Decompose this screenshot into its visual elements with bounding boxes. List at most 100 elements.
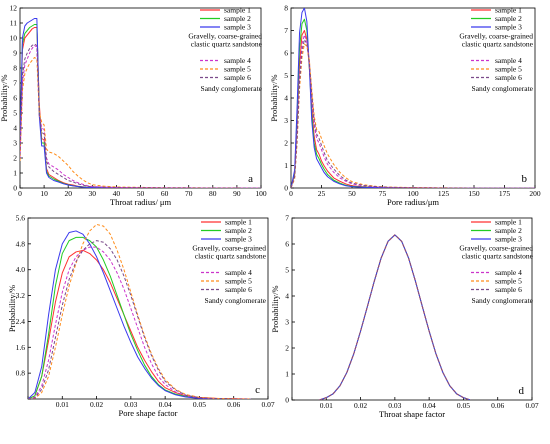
legend-c-label-sample-6: sample 6 bbox=[225, 285, 252, 294]
panel-a-xtick-label: 10 bbox=[40, 189, 48, 198]
panel-a-series-sample-2-line bbox=[20, 24, 261, 188]
panel-d-ytick-label: 5 bbox=[285, 266, 289, 275]
panel-a-ytick-label: 4 bbox=[13, 124, 17, 133]
legend-a-label-sample-1: sample 1 bbox=[224, 6, 251, 15]
panel-a-letter: a bbox=[248, 173, 253, 185]
legend-b-label-sample-5: sample 5 bbox=[495, 65, 522, 74]
panel-b-xtick-label: 75 bbox=[379, 189, 387, 198]
panel-b-ytick-label: 6 bbox=[284, 49, 288, 58]
panel-b-xtick-label: 200 bbox=[529, 189, 541, 198]
panel-b-xtick-label: 25 bbox=[318, 189, 326, 198]
panel-a: 0 10 20 30 40 50 60 70 80 90 1000123456789101112Th… bbox=[0, 4, 267, 208]
panel-d-xtick-label: 0.02 bbox=[354, 401, 367, 410]
panel-c-letter: c bbox=[255, 384, 260, 396]
panel-d-series-sample-5-line bbox=[319, 234, 471, 400]
legend-b-label-sample-4: sample 4 bbox=[495, 56, 522, 65]
panel-d-ytick-label: 7 bbox=[285, 214, 289, 223]
panel-d-series-sample-4-line bbox=[319, 234, 471, 400]
panel-a-series-sample-1-line bbox=[20, 27, 261, 188]
panel-c-ytick-label: 1.6 bbox=[16, 343, 26, 352]
legend-b-group-dashed-text: Sandy conglomerate bbox=[472, 84, 534, 93]
panel-d-ytick-label: 2 bbox=[285, 344, 289, 353]
legend-c-group-dashed-text: Sandy conglomerate bbox=[205, 296, 267, 305]
legend-b-label-sample-1: sample 1 bbox=[495, 6, 522, 15]
panel-c-ytick-label: 2.4 bbox=[16, 317, 26, 326]
panel-a-ytick-label: 11 bbox=[10, 19, 17, 28]
legend-c-label-sample-1: sample 1 bbox=[225, 218, 252, 227]
panel-d-ytick-label: 4 bbox=[285, 292, 289, 301]
panel-c-x-axis-label: Pore shape factor bbox=[118, 408, 177, 418]
panel-d-letter: d bbox=[519, 385, 525, 397]
panel-d-xtick-label: 0.03 bbox=[388, 401, 401, 410]
panel-c-series-sample-1-line bbox=[28, 249, 251, 399]
panel-b-series-sample-4-line bbox=[291, 34, 535, 188]
panel-a-xtick-label: 50 bbox=[137, 189, 145, 198]
panel-d-ytick-label: 0 bbox=[285, 396, 289, 405]
panel-b-series-sample-6-line bbox=[291, 39, 535, 188]
legend-d-label-sample-1: sample 1 bbox=[495, 218, 522, 227]
legend-a-group-solid-text: clastic quartz sandstone bbox=[191, 40, 263, 49]
legend-c-group-solid-text: Gravelly, coarse-grained bbox=[192, 244, 266, 253]
panel-c-xtick-label: 0.05 bbox=[193, 400, 206, 409]
panel-d-xtick-label: 0.04 bbox=[423, 401, 436, 410]
legend-a-group-dashed-text: Sandy conglomerate bbox=[201, 84, 263, 93]
panel-a-series-sample-4-line bbox=[20, 45, 261, 188]
legend-c-label-sample-2: sample 2 bbox=[225, 226, 252, 235]
panel-c-xtick-label: 0.01 bbox=[56, 400, 69, 409]
panel-c-ytick-label: 4.8 bbox=[16, 239, 26, 248]
panel-a-ytick-label: 7 bbox=[13, 79, 17, 88]
panel-a-ytick-label: 5 bbox=[13, 109, 17, 118]
panel-b-y-axis-label: Probability/% bbox=[269, 74, 279, 121]
panel-d-xtick-label: 0.01 bbox=[320, 401, 333, 410]
panel-a-ytick-label: 10 bbox=[10, 34, 18, 43]
panel-b-ytick-label: 4 bbox=[284, 94, 288, 103]
panel-c-ytick-label: 0.8 bbox=[16, 369, 26, 378]
panel-d-x-axis-label: Throat shape factor bbox=[379, 409, 445, 419]
panel-d-xtick-label: 0.07 bbox=[525, 401, 538, 410]
panel-c-y-axis-label: Probability/% bbox=[7, 285, 17, 332]
legend-a-label-sample-3: sample 3 bbox=[224, 23, 251, 32]
panel-c-ytick-label: 3.2 bbox=[16, 291, 26, 300]
panel-a-xtick-label: 20 bbox=[64, 189, 72, 198]
panel-b: 0 25 50 75 100 125 150 175 200 0 1 2 3 4 5 6 7 8 Pore radi… bbox=[269, 4, 541, 208]
legend-d-group-solid-text: clastic quartz sandstone bbox=[462, 252, 534, 261]
panel-d-ytick-label: 6 bbox=[285, 240, 289, 249]
panel-b-letter: b bbox=[522, 173, 528, 185]
panel-c-series-sample-6-line bbox=[28, 240, 251, 399]
panel-a-y-axis-label: Probability/% bbox=[0, 74, 9, 121]
panel-c-ytick-label: 5.6 bbox=[16, 214, 26, 223]
panel-d-series-sample-3-line bbox=[319, 234, 471, 400]
panel-b-xtick-label: 50 bbox=[348, 189, 356, 198]
panel-d-frame bbox=[291, 217, 533, 401]
panel-c-frame bbox=[27, 217, 269, 400]
panel-c-xtick-label: 0.07 bbox=[261, 400, 274, 409]
legend-b-group-solid-text: clastic quartz sandstone bbox=[462, 40, 534, 49]
panel-a-xtick-label: 100 bbox=[255, 189, 267, 198]
panel-a-xtick-label: 0 bbox=[18, 189, 22, 198]
panel-b-ytick-label: 7 bbox=[284, 26, 288, 35]
panel-b-xtick-label: 100 bbox=[407, 189, 419, 198]
panel-c-xtick-label: 0.04 bbox=[159, 400, 172, 409]
panel-c: 0.01 0.02 0.03 0.04 0.05 0.06 0.07 0.8 1.6 2.4 3.2… bbox=[7, 214, 275, 419]
legend-a-label-sample-4: sample 4 bbox=[224, 56, 251, 65]
legend-d-label-sample-2: sample 2 bbox=[495, 226, 522, 235]
legend-d-group-solid-text: Gravelly, coarse-grained bbox=[459, 244, 533, 253]
panel-a-ytick-label: 6 bbox=[13, 94, 17, 103]
panel-a-ytick-label: 3 bbox=[13, 139, 17, 148]
legend-a-label-sample-2: sample 2 bbox=[224, 14, 251, 23]
panel-c-series-sample-2-line bbox=[28, 236, 251, 399]
panel-c-series-sample-3-line bbox=[28, 230, 251, 399]
panel-a-ytick-label: 1 bbox=[13, 169, 17, 178]
panel-a-xtick-label: 90 bbox=[233, 189, 241, 198]
legend-b-label-sample-3: sample 3 bbox=[495, 23, 522, 32]
legend-d-label-sample-6: sample 6 bbox=[495, 285, 522, 294]
panel-d-ytick-label: 3 bbox=[285, 318, 289, 327]
legend-c-label-sample-4: sample 4 bbox=[225, 268, 252, 277]
legend-a-label-sample-5: sample 5 bbox=[224, 65, 251, 74]
panel-c-xtick-label: 0.02 bbox=[90, 400, 103, 409]
panel-d-series-sample-6-line bbox=[319, 234, 471, 400]
